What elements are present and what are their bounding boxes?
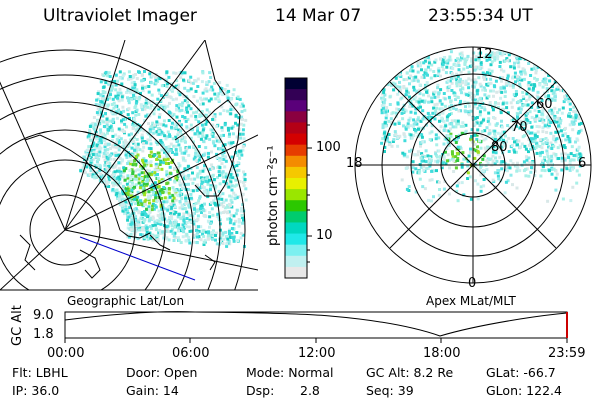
mode-info: Mode: Normal [246,365,334,380]
altitude-y-max: 9.0 [33,308,54,323]
app-title: Ultraviolet Imager [43,6,197,26]
ip-info: IP: 36.0 [12,383,60,398]
seq-info: Seq: 39 [366,383,414,398]
altitude-plot-frame [64,311,568,339]
lat-60-label: 60 [536,97,553,112]
filter-info: Flt: LBHL [12,365,68,380]
mlt-0-label: 0 [468,276,477,291]
glat-info: GLat: -66.7 [486,365,556,380]
mlt-12-label: 12 [476,47,493,62]
colorbar-label: photon cm⁻²s⁻¹ [266,145,281,246]
dsp-label: Dsp: [246,383,275,398]
date-label: 14 Mar 07 [275,6,362,26]
colorbar-tick-100: 100 [316,140,341,155]
coastline [19,40,241,279]
lat-80-label: 80 [491,140,508,155]
mlt-18-label: 18 [346,156,363,171]
gain-info: Gain: 14 [126,383,179,398]
colorbar-ticks [307,109,312,263]
right-panel-caption: Apex MLat/MLT [426,294,516,308]
x-tick-0600: 06:00 [172,346,210,361]
dsp-value: 2.8 [300,383,320,398]
x-tick-1200: 12:00 [298,346,336,361]
altitude-curve [64,311,568,337]
colorbar-frame [284,77,308,279]
x-tick-2359: 23:59 [548,346,586,361]
lat-70-label: 70 [511,120,528,135]
orbit-track [79,236,196,281]
x-tick-1800: 18:00 [423,346,461,361]
left-panel-caption: Geographic Lat/Lon [67,294,185,308]
colorbar-tick-10: 10 [316,228,333,243]
polar-map [380,50,583,203]
colorbar [285,78,307,279]
right-aurora-image [380,50,583,203]
polar-grid [354,46,592,284]
altitude-ticks [64,338,568,343]
door-info: Door: Open [126,365,198,380]
glon-info: GLon: 122.4 [486,383,562,398]
mlt-6-label: 6 [578,156,587,171]
latitude-grid [0,49,246,290]
time-label: 23:55:34 UT [428,6,533,26]
x-tick-0000: 00:00 [47,346,85,361]
altitude-y-min: 1.8 [33,327,54,342]
geographic-map [0,40,258,290]
gc-alt-info: GC Alt: 8.2 Re [366,365,454,380]
longitude-grid [0,40,258,290]
altitude-ylabel: GC Alt [10,305,25,346]
